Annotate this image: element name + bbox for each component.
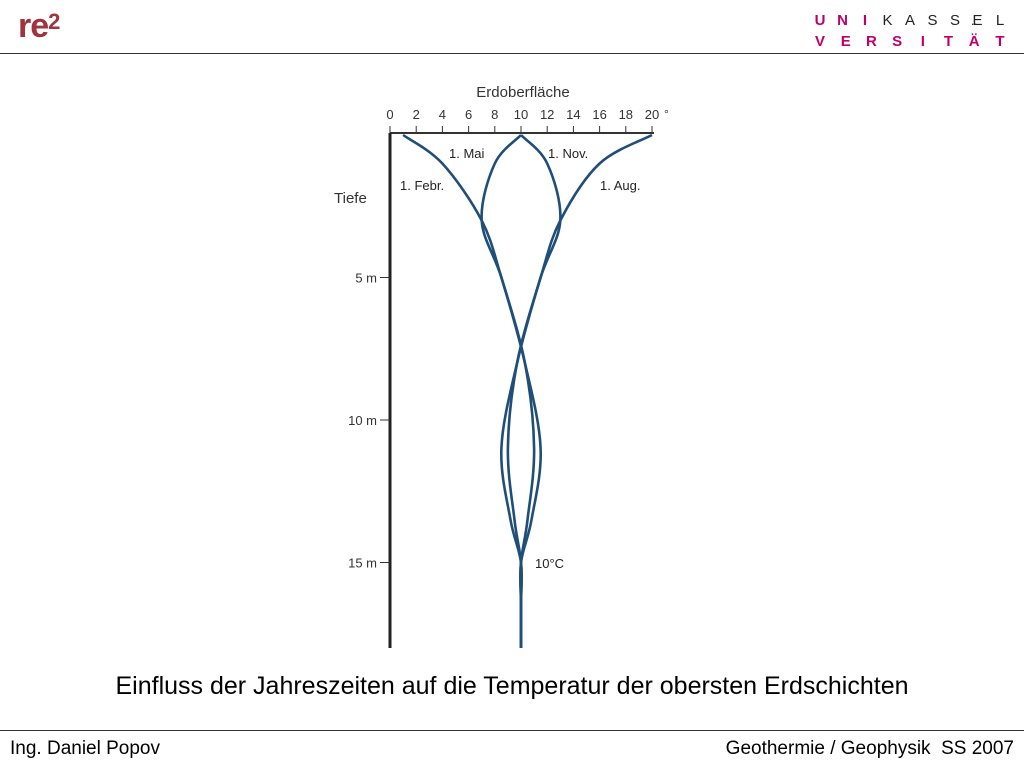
convergence-label: 10°C (535, 556, 564, 571)
uni-letter: U (814, 12, 826, 29)
surface-label: Erdoberfläche (476, 84, 569, 101)
uni-letter: S (892, 33, 903, 50)
uni-letter: L (995, 12, 1005, 29)
uni-letter: K (882, 12, 893, 29)
x-tick-label: 12 (540, 107, 554, 122)
footer-author: Ing. Daniel Popov (10, 738, 160, 759)
footer-divider (0, 730, 1024, 731)
curve-label-aug: 1. Aug. (600, 178, 640, 193)
uni-letter: R (865, 33, 877, 50)
temperature-curve-3 (480, 134, 536, 648)
x-tick-label: 10 (514, 107, 528, 122)
depth-tick-group: 5 m 10 m 15 m (348, 271, 390, 571)
x-tick-label: 2 (413, 107, 420, 122)
uni-letter: S (949, 12, 960, 29)
university-logo: U N I K A S S E L V E R S I T Ä T (810, 10, 1010, 52)
header-divider (0, 53, 1024, 54)
curve-label-febr: 1. Febr. (400, 178, 444, 193)
footer-course: Geothermie / Geophysik SS 2007 (725, 738, 1014, 759)
x-unit: ° (664, 107, 669, 121)
uni-letter: V (814, 33, 825, 50)
x-tick-label: 16 (592, 107, 606, 122)
depth-tick-label: 10 m (348, 413, 377, 428)
uni-letter: E (840, 33, 851, 50)
temperature-curve-2 (500, 133, 653, 648)
curve-label-nov: 1. Nov. (548, 146, 588, 161)
x-tick-label: 18 (619, 107, 633, 122)
x-tick-label: 20 (645, 107, 659, 122)
uni-letter: T (943, 33, 954, 50)
uni-letter: A (904, 12, 915, 29)
curve-group (402, 133, 653, 648)
university-logo-row-2: V E R S I T Ä T (810, 19, 1010, 52)
x-tick-label: 8 (491, 107, 498, 122)
x-tick-label: 0 (386, 107, 393, 122)
depth-tick-label: 5 m (355, 271, 377, 286)
logo-superscript: 2 (48, 9, 60, 34)
uni-letter: T (995, 33, 1005, 50)
uni-letter: I (920, 33, 925, 50)
re2-logo: re2 (18, 4, 60, 48)
depth-label: Tiefe (334, 190, 367, 207)
uni-letter: I (862, 12, 868, 29)
uni-letter: S (927, 12, 938, 29)
curve-label-mai: 1. Mai (449, 146, 485, 161)
temperature-curve-4 (506, 134, 562, 648)
figure-caption: Einfluss der Jahreszeiten auf die Temper… (115, 672, 909, 700)
x-tick-group: 0 2 4 6 8 10 12 14 16 18 20 (386, 107, 659, 133)
depth-tick-label: 15 m (348, 556, 377, 571)
x-tick-label: 6 (465, 107, 472, 122)
uni-letter: Ä (964, 19, 984, 52)
x-tick-label: 14 (566, 107, 580, 122)
uni-letter: N (837, 12, 848, 29)
logo-text: re (18, 7, 49, 45)
x-tick-label: 4 (439, 107, 446, 122)
